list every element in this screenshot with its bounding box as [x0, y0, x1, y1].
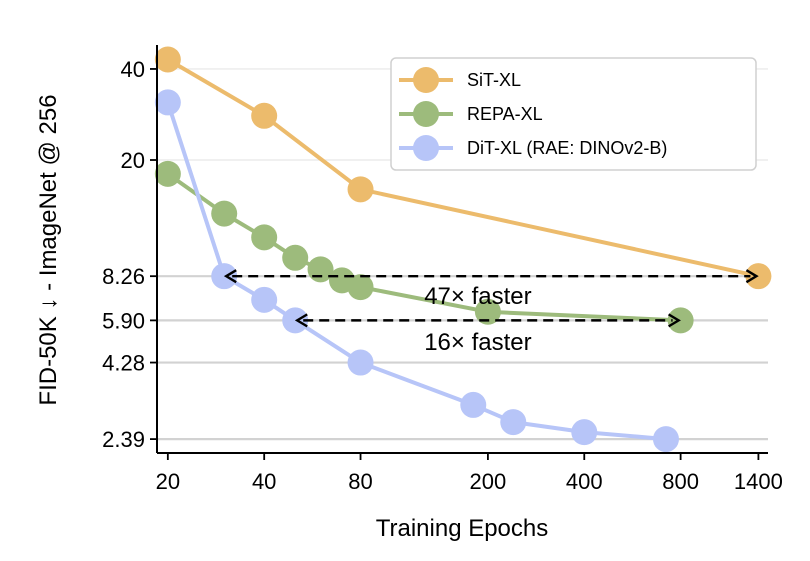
data-point [154, 160, 181, 187]
speedup-annotation: 47× faster [223, 269, 759, 310]
data-point [251, 102, 278, 129]
annotations: 47× faster 16× faster [223, 269, 759, 356]
x-tick-label: 800 [662, 469, 699, 494]
ticks: 20 40 80 200 400 800 1400 2.39 4.28 5.90 8.26 20 40 [102, 57, 783, 494]
x-tick-label: 400 [566, 469, 603, 494]
series-repa-xl [154, 160, 694, 334]
data-point [251, 286, 278, 313]
y-tick-label: 2.39 [102, 427, 145, 452]
data-point [500, 409, 527, 436]
y-tick-label: 5.90 [102, 308, 145, 333]
legend-label: SiT-XL [467, 70, 521, 90]
arrow-head-left [223, 269, 237, 284]
legend-entry: DiT-XL (RAE: DINOv2-B) [399, 135, 667, 161]
data-point [474, 298, 501, 325]
annotation-label: 16× faster [424, 329, 531, 356]
data-point [347, 349, 374, 376]
data-point [282, 244, 309, 271]
axes [156, 45, 768, 454]
arrow-head-right [745, 269, 759, 284]
data-point [347, 274, 374, 301]
legend-label: DiT-XL (RAE: DINOv2-B) [467, 138, 667, 158]
legend-frame [390, 57, 757, 171]
annotation-label: 47× faster [424, 283, 531, 310]
x-tick-label: 80 [348, 469, 372, 494]
speedup-annotation: 16× faster [294, 313, 681, 356]
x-axis-title: Training Epochs [376, 515, 549, 542]
data-point [211, 200, 238, 227]
x-tick-label: 1400 [734, 469, 783, 494]
legend-entry: SiT-XL [399, 67, 521, 93]
series-line [166, 57, 759, 279]
series-dit-xl-rae-dinov2-b [154, 89, 679, 453]
y-tick-label: 40 [121, 57, 145, 82]
y-tick-label: 20 [121, 148, 145, 173]
x-tick-label: 20 [156, 469, 180, 494]
legend-marker [413, 67, 439, 93]
legend: SiT-XL REPA-XL DiT-XL (RAE: DINOv2-B) [390, 57, 757, 171]
y-tick-label: 4.28 [102, 351, 145, 376]
data-point [571, 419, 598, 446]
legend-marker [413, 101, 439, 127]
arrow-head-right [668, 313, 681, 328]
legend-entry: REPA-XL [399, 101, 543, 127]
y-axis-title: FID-50K ↓ - ImageNet @ 256 [35, 94, 62, 405]
data-point [652, 426, 679, 453]
data-point [347, 176, 374, 203]
data-point [251, 224, 278, 251]
x-tick-label: 200 [470, 469, 507, 494]
series-sit-xl [154, 46, 772, 290]
data-point [460, 391, 487, 418]
legend-label: REPA-XL [467, 104, 543, 124]
arrow-head-left [294, 313, 308, 328]
legend-marker [413, 135, 439, 161]
series-layer [154, 46, 772, 453]
x-tick-label: 40 [252, 469, 276, 494]
data-point [154, 89, 181, 116]
y-tick-label: 8.26 [102, 264, 145, 289]
data-point [154, 46, 181, 73]
